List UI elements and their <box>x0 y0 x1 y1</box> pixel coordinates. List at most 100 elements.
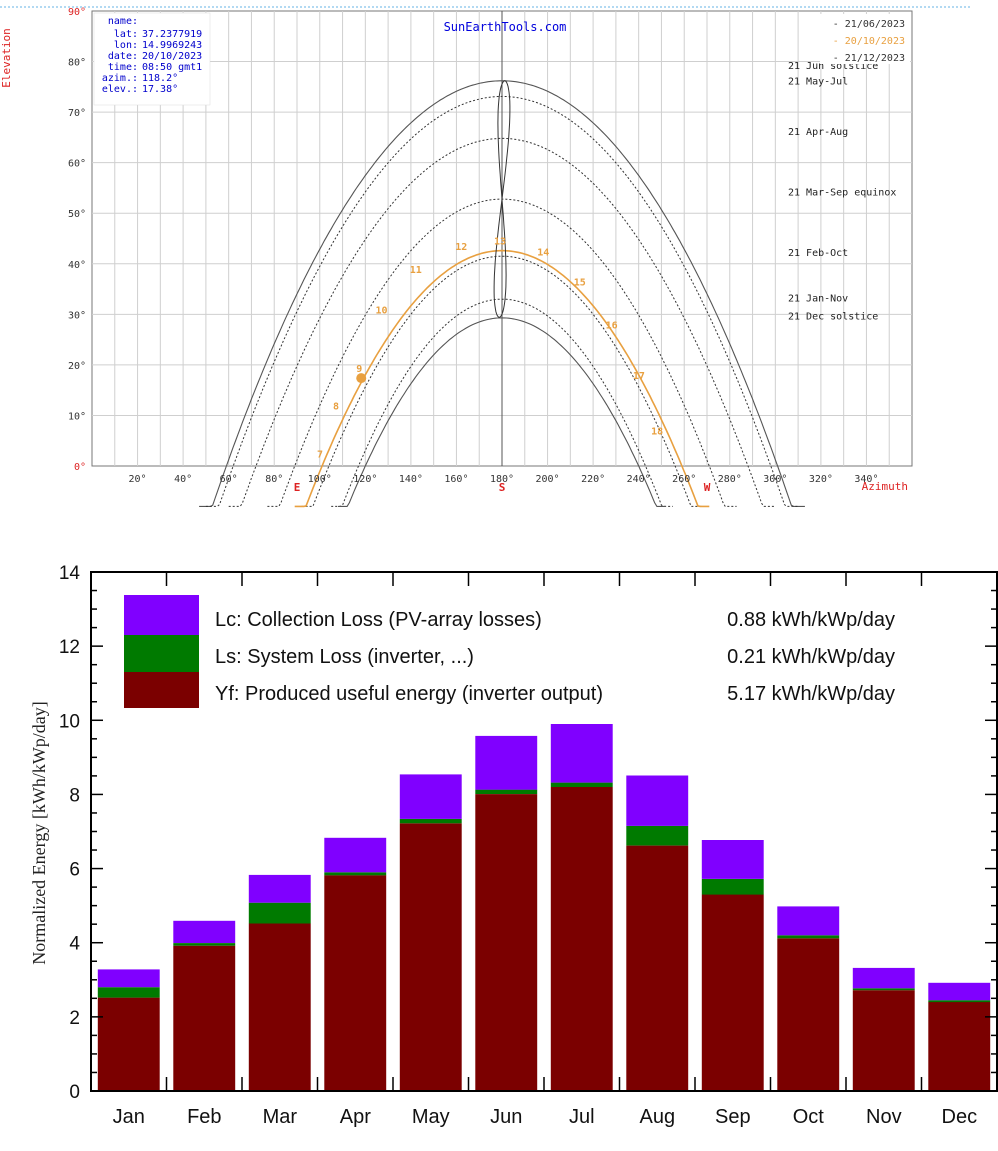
sun-x-tick-label: 120° <box>353 474 377 485</box>
bar-y-tick-label: 12 <box>59 637 80 658</box>
bar-y-tick-label: 2 <box>69 1008 80 1029</box>
bar-sep-segment <box>701 879 764 895</box>
compass-S: S <box>499 481 506 494</box>
sun-y-tick-label: 0° <box>74 462 86 473</box>
bar-category-jun: Jun <box>490 1106 522 1128</box>
bar-oct-segment <box>777 906 840 936</box>
bar-jan-segment <box>97 987 160 998</box>
info-lat-value: 37.2377919 <box>142 29 202 40</box>
legend-value-ls: 0.21 kWh/kWp/day <box>727 646 895 668</box>
bar-category-jul: Jul <box>569 1106 595 1128</box>
bar-jul-segment <box>550 782 613 787</box>
sun-hour-markers: 7 8 9 10 11 12 13 14 15 16 17 18 <box>317 237 663 461</box>
bar-bars <box>97 724 991 1091</box>
sun-y-tick-label: 50° <box>68 209 86 220</box>
hour-label-17: 17 <box>633 371 645 382</box>
bar-oct-segment <box>777 935 840 939</box>
legend-swatch-lc <box>124 595 199 635</box>
hour-label-16: 16 <box>606 321 618 332</box>
bar-feb-segment <box>173 943 236 946</box>
sun-curve-labels: 21 Jun solstice 21 May-Jul 21 Apr-Aug 21 Ma… <box>788 61 896 322</box>
bar-category-apr: Apr <box>340 1106 371 1128</box>
sun-y-tick-label: 70° <box>68 108 86 119</box>
hour-label-11: 11 <box>410 265 422 276</box>
sun-x-tick-label: 160° <box>444 474 468 485</box>
info-date-value: 20/10/2023 <box>142 51 202 62</box>
hour-label-15: 15 <box>574 278 586 289</box>
hour-label-9: 9 <box>356 364 362 375</box>
bar-jul-segment <box>550 787 613 1091</box>
sun-y-tick-label: 40° <box>68 260 86 271</box>
sun-x-tick-label: 320° <box>809 474 833 485</box>
info-lon-value: 14.9969243 <box>142 40 202 51</box>
sun-legend-item-0: - 21/06/2023 <box>833 19 905 30</box>
compass-E: E <box>294 481 301 494</box>
legend-label-yf: Yf: Produced useful energy (inverter out… <box>215 683 603 705</box>
curve-label: 21 Feb-Oct <box>788 248 848 259</box>
legend-swatch-ls <box>124 635 199 672</box>
sun-x-tick-label: 40° <box>174 474 192 485</box>
info-time-value: 08:50 gmt1 <box>142 62 202 73</box>
sun-x-tick-label: 20° <box>129 474 147 485</box>
bar-feb-segment <box>173 945 236 1091</box>
legend-swatch-yf <box>124 672 199 708</box>
sun-legend-item-1: - 20/10/2023 <box>833 36 905 47</box>
bar-apr-segment <box>324 837 387 873</box>
curve-label: 21 Jan-Nov <box>788 294 848 305</box>
hour-label-13: 13 <box>494 237 506 248</box>
sun-y-tick-label: 90° <box>68 7 86 18</box>
info-lon-label: lon: <box>114 40 138 51</box>
bar-category-aug: Aug <box>640 1106 676 1128</box>
bar-category-oct: Oct <box>793 1106 825 1128</box>
info-time-label: time: <box>108 62 138 73</box>
sun-x-tick-label: 220° <box>581 474 605 485</box>
sun-curve <box>199 80 805 507</box>
hour-label-12: 12 <box>455 242 467 253</box>
bar-dec-segment <box>928 1002 991 1091</box>
sun-path-chart: 20° 40° 60° 80° 100° 120° 140° 160° 180° 200° 220°… <box>0 6 970 508</box>
sun-y-tick-label: 60° <box>68 159 86 170</box>
sun-chart-title: SunEarthTools.com <box>444 20 567 34</box>
bar-category-feb: Feb <box>187 1106 221 1128</box>
bar-sep-segment <box>701 840 764 879</box>
bar-nov-segment <box>852 967 915 989</box>
bar-aug-segment <box>626 775 689 826</box>
current-sun-position <box>356 373 367 384</box>
info-name-label: name: <box>108 16 138 27</box>
bar-jun-segment <box>475 794 538 1091</box>
bar-mar-segment <box>248 902 311 924</box>
bar-category-sep: Sep <box>715 1106 751 1128</box>
sun-x-tick-label: 340° <box>854 474 878 485</box>
sun-x-tick-label: 140° <box>399 474 423 485</box>
bar-sep-segment <box>701 894 764 1091</box>
bar-category-may: May <box>412 1106 450 1128</box>
bar-y-tick-label: 8 <box>69 785 80 806</box>
curve-label: 21 Dec solstice <box>788 311 878 322</box>
bar-category-dec: Dec <box>942 1106 978 1128</box>
bar-jun-segment <box>475 735 538 790</box>
bar-aug-segment <box>626 825 689 846</box>
sun-x-tick-label: 80° <box>265 474 283 485</box>
sun-y-tick-label: 20° <box>68 361 86 372</box>
info-box-bg <box>93 12 211 106</box>
bar-y-tick-label: 0 <box>69 1082 80 1103</box>
curve-label: 21 Apr-Aug <box>788 127 848 138</box>
info-elev-label: elev.: <box>102 84 138 95</box>
sun-x-tick-label: 300° <box>763 474 787 485</box>
bar-nov-segment <box>852 990 915 1091</box>
info-azim-value: 118.2° <box>142 73 178 84</box>
bar-category-mar: Mar <box>263 1106 298 1128</box>
bar-may-segment <box>399 818 462 824</box>
bar-aug-segment <box>626 845 689 1091</box>
sun-curve <box>331 298 673 507</box>
bar-category-labels: Jan Feb Mar Apr May Jun Jul Aug Sep Oct Nov Dec <box>113 1106 977 1128</box>
sun-y-tick-label: 10° <box>68 411 86 422</box>
sun-y-axis-label: Elevation <box>0 28 13 88</box>
bar-jan-segment <box>97 997 160 1091</box>
bar-ticks: 0 2 4 6 8 10 12 14 <box>59 563 997 1103</box>
sun-y-tick-label: 80° <box>68 58 86 69</box>
sun-x-tick-label: 280° <box>718 474 742 485</box>
sun-curve <box>301 255 703 507</box>
curve-label: 21 Jun solstice <box>788 61 878 72</box>
bar-apr-segment <box>324 872 387 876</box>
